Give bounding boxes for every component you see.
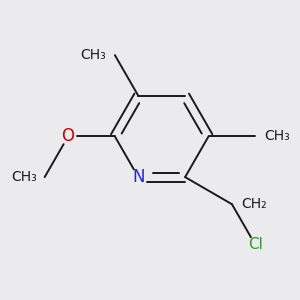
Text: CH₃: CH₃ [264, 129, 290, 143]
Text: CH₂: CH₂ [241, 197, 266, 211]
Text: Cl: Cl [248, 237, 263, 252]
Text: O: O [61, 128, 75, 146]
Text: CH₃: CH₃ [80, 48, 106, 62]
Text: CH₃: CH₃ [11, 170, 37, 184]
Text: N: N [132, 168, 145, 186]
